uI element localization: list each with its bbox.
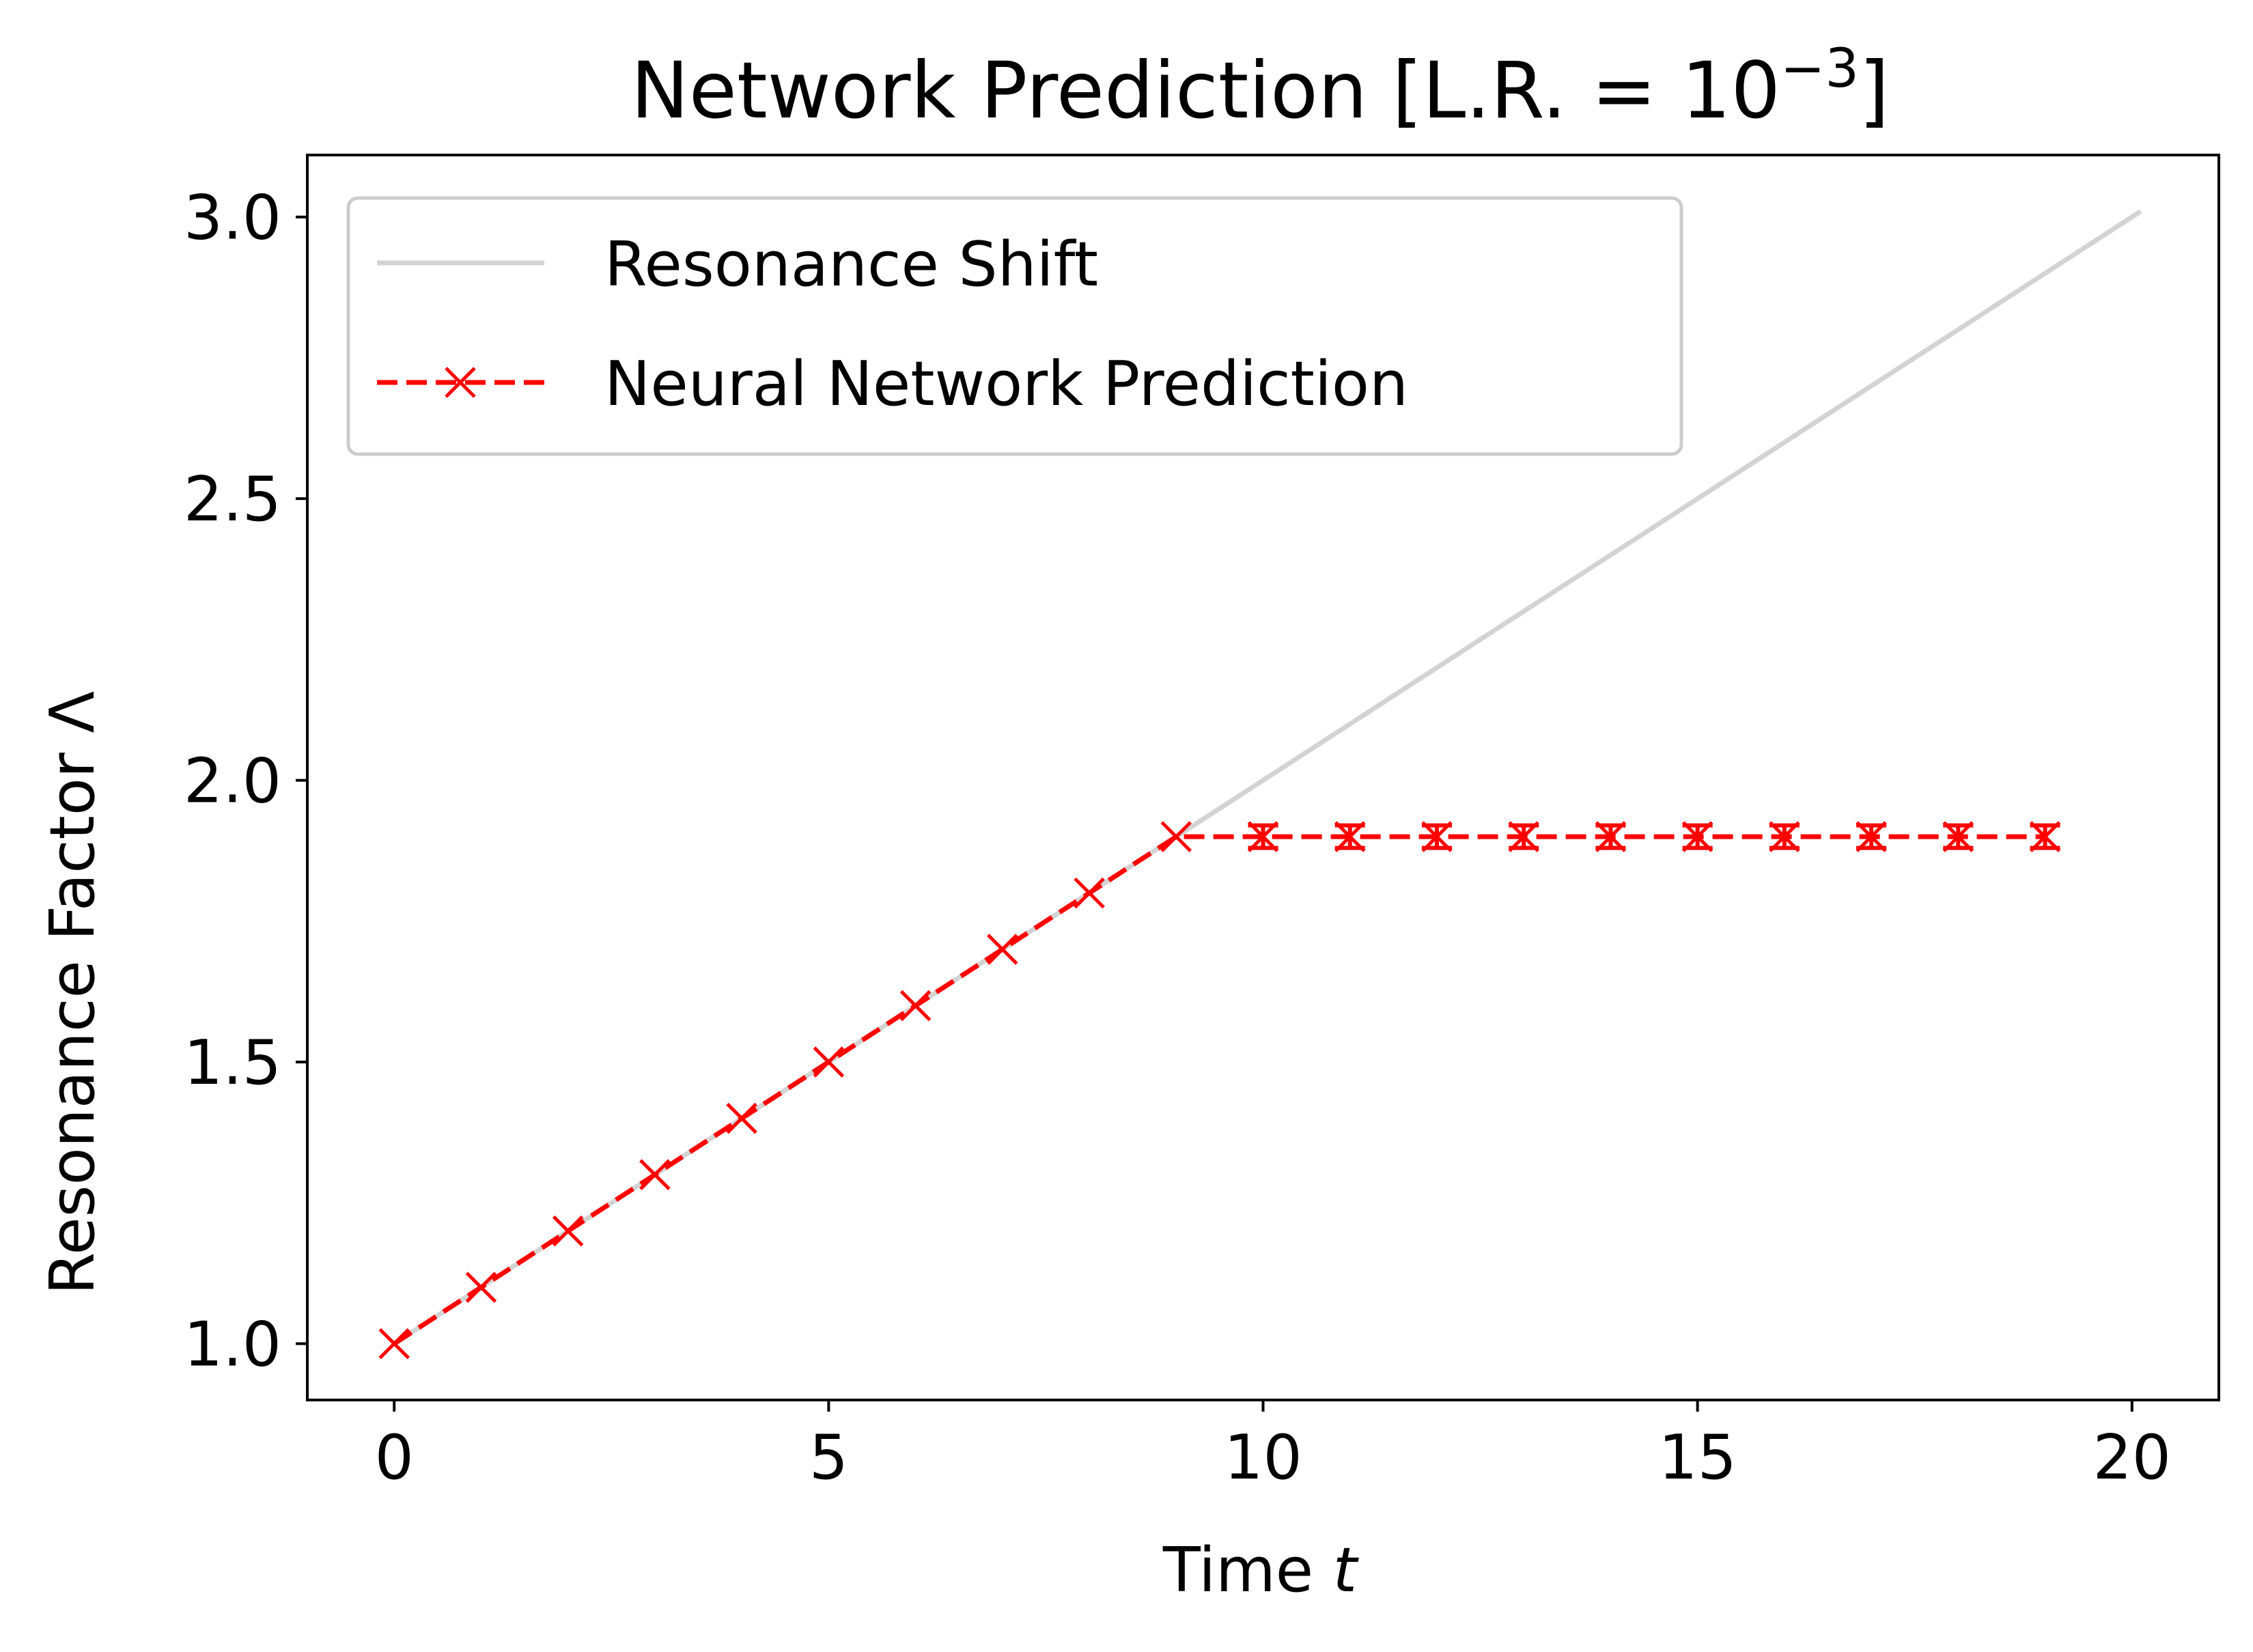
y-tick-label: 1.5 (184, 1027, 281, 1099)
data-point-marker (465, 1272, 497, 1303)
marker-stroke (1769, 821, 1800, 852)
data-point-marker (1595, 821, 1627, 852)
data-point-marker (899, 990, 932, 1022)
series-line-neural-network-prediction (393, 834, 2045, 1346)
y-tick-label: 2.0 (184, 746, 281, 817)
y-tick-label: 1.0 (184, 1309, 281, 1381)
x-tick-label: 0 (375, 1422, 414, 1494)
marker-stroke (639, 1159, 671, 1190)
marker-stroke (552, 1215, 584, 1247)
data-point-marker (1681, 821, 1713, 852)
x-axis-label: Time t (1162, 1535, 1360, 1606)
marker-stroke (1334, 821, 1366, 852)
legend-label-resonance-shift: Resonance Shift (604, 229, 1098, 300)
y-tick-label: 3.0 (184, 182, 281, 254)
chart-title: Network Prediction [L.R. = 10−3] (631, 38, 1890, 136)
data-point-marker (813, 1046, 845, 1078)
data-point-marker (1247, 821, 1279, 852)
marker-stroke (1074, 877, 1105, 909)
data-point-marker (726, 1102, 757, 1134)
plot-area (378, 209, 2142, 1360)
legend-frame (346, 196, 1683, 456)
marker-stroke (378, 1328, 410, 1360)
y-axis-label: Resonance Factor Λ (37, 691, 109, 1295)
series-line-resonance-shift (393, 209, 2142, 1346)
marker-stroke (1942, 821, 1974, 852)
data-point-marker (1160, 821, 1192, 852)
data-point-marker (639, 1159, 671, 1190)
x-tick-label: 10 (1224, 1422, 1302, 1494)
marker-stroke (726, 1102, 757, 1134)
legend-marker (445, 367, 476, 398)
marker-stroke (1508, 821, 1539, 852)
x-axis-label-variable: t (1333, 1535, 1360, 1606)
data-point-marker (2029, 821, 2061, 852)
x-tick-label: 20 (2093, 1422, 2172, 1494)
legend-label-neural-network-prediction: Neural Network Prediction (604, 348, 1408, 420)
chart-title-suffix: ] (1859, 45, 1889, 136)
y-tick-label: 2.5 (184, 464, 281, 535)
legend: Resonance Shift Neural Network Prediction (346, 196, 1683, 456)
data-point-marker (552, 1215, 584, 1247)
data-point-marker (1856, 821, 1887, 852)
marker-stroke (1421, 821, 1453, 852)
marker-stroke (1856, 821, 1887, 852)
data-point-marker (1334, 821, 1366, 852)
x-tick-label: 15 (1658, 1422, 1737, 1494)
marker-stroke (1681, 821, 1713, 852)
x-tick-label: 5 (809, 1422, 848, 1494)
data-point-marker (1769, 821, 1800, 852)
data-point-marker (1942, 821, 1974, 852)
marker-stroke (899, 990, 932, 1022)
data-point-marker (1074, 877, 1105, 909)
marker-stroke (1595, 821, 1627, 852)
marker-stroke (987, 934, 1018, 965)
marker-stroke (445, 367, 476, 398)
data-point-marker (987, 934, 1018, 965)
marker-stroke (2029, 821, 2061, 852)
data-point-marker (1421, 821, 1453, 852)
data-point-marker (378, 1328, 410, 1360)
marker-stroke (465, 1272, 497, 1303)
marker-stroke (813, 1046, 845, 1078)
chart-title-superscript: −3 (1780, 38, 1859, 100)
axes: 0 5 10 15 20 1.0 1.5 2.0 2.5 3.0 (184, 154, 2220, 1494)
marker-stroke (1247, 821, 1279, 852)
data-point-marker (1508, 821, 1539, 852)
marker-stroke (1160, 821, 1192, 852)
